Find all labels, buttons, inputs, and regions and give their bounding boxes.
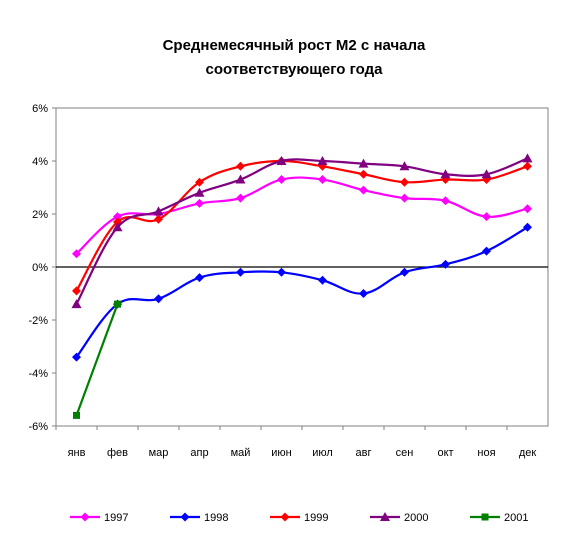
y-tick-label: 0% (32, 262, 48, 274)
data-point-1998 (441, 259, 450, 269)
legend-marker (280, 512, 290, 522)
legend-item-2001: 2001 (470, 512, 528, 524)
series-line-2001 (75, 303, 119, 416)
data-point-2000 (481, 169, 492, 179)
data-point-1998 (195, 273, 204, 283)
x-tick-label: июн (271, 447, 291, 459)
data-point-1998 (400, 267, 409, 277)
x-tick-label: авг (356, 447, 372, 459)
y-tick-label: 2% (32, 209, 48, 221)
data-point-1999 (72, 286, 81, 296)
data-point-2000 (71, 299, 82, 309)
data-point-1998 (318, 275, 327, 285)
data-point-1999 (400, 177, 409, 187)
legend-marker (380, 512, 390, 521)
data-point-1998 (482, 246, 491, 256)
y-tick-label: -6% (28, 421, 48, 433)
data-point-2000 (399, 161, 410, 171)
series-1998 (72, 222, 532, 362)
data-point-1998 (359, 289, 368, 298)
x-tick-label: июл (312, 447, 333, 459)
data-point-1997 (441, 196, 450, 206)
x-tick-label: сен (396, 447, 414, 459)
data-point-1999 (523, 161, 532, 171)
legend-label: 2000 (404, 512, 428, 524)
data-point-2000 (194, 187, 205, 197)
y-tick-label: 6% (32, 103, 48, 115)
data-point-2000 (235, 174, 246, 184)
data-point-2000 (153, 206, 164, 216)
legend-marker (180, 512, 190, 522)
data-point-1997 (359, 185, 368, 195)
data-point-1997 (72, 249, 81, 259)
data-point-1999 (359, 169, 368, 179)
x-tick-label: окт (437, 447, 453, 459)
data-point-1998 (523, 222, 532, 232)
data-point-1999 (236, 161, 245, 171)
x-tick-label: ноя (477, 447, 495, 459)
data-point-1998 (72, 352, 81, 362)
legend-item-1997: 1997 (70, 512, 128, 524)
data-point-2000 (522, 153, 533, 163)
x-tick-label: дек (519, 447, 537, 459)
legend-item-1999: 1999 (270, 512, 328, 524)
legend-label: 1997 (104, 512, 128, 524)
series-2000 (71, 153, 533, 309)
data-point-2000 (358, 158, 369, 168)
data-point-1997 (236, 193, 245, 203)
x-tick-label: апр (190, 447, 208, 459)
data-point-1997 (523, 204, 532, 214)
legend-label: 1998 (204, 512, 228, 524)
chart-title: Среднемесячный рост М2 с начала соответс… (0, 34, 588, 82)
data-point-2001 (73, 411, 80, 419)
data-point-2000 (276, 156, 287, 165)
data-point-1997 (195, 198, 204, 208)
x-tick-label: фев (107, 447, 128, 459)
y-tick-label: -2% (28, 315, 48, 327)
chart-title-line-1: Среднемесячный рост М2 с начала (162, 37, 426, 54)
data-point-1999 (195, 177, 204, 187)
series-1997 (72, 175, 532, 259)
data-point-1998 (154, 294, 163, 304)
data-point-2000 (317, 156, 328, 165)
x-tick-label: янв (68, 447, 86, 459)
legend-item-1998: 1998 (170, 512, 228, 524)
legend-marker (481, 513, 489, 521)
data-point-1999 (154, 214, 163, 224)
data-point-1998 (236, 267, 245, 277)
data-point-2000 (112, 222, 123, 232)
data-point-2000 (440, 169, 451, 179)
series-line-1999 (75, 159, 528, 292)
x-tick-label: май (231, 447, 251, 459)
data-point-1997 (482, 212, 491, 222)
data-point-2001 (114, 300, 121, 308)
chart-title-line-2: соответствующего года (205, 61, 383, 78)
y-tick-label: -4% (28, 368, 48, 380)
data-point-1997 (277, 175, 286, 185)
legend-label: 1999 (304, 512, 328, 524)
x-tick-label: мар (149, 447, 169, 459)
legend-marker (80, 512, 90, 522)
y-tick-label: 4% (32, 156, 48, 168)
series-2001 (73, 300, 121, 419)
legend-item-2000: 2000 (370, 512, 428, 524)
legend-label: 2001 (504, 512, 528, 524)
series-line-1998 (75, 226, 529, 358)
data-point-1998 (277, 267, 286, 277)
data-point-1997 (400, 193, 409, 203)
data-point-1997 (318, 175, 327, 185)
